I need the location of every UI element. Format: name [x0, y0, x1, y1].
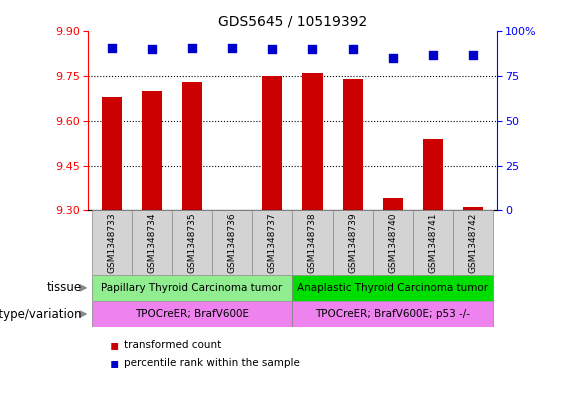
Text: tissue: tissue [47, 281, 82, 294]
Bar [142, 91, 162, 210]
Point [147, 46, 157, 52]
FancyBboxPatch shape [92, 275, 293, 301]
Text: ▪: ▪ [110, 356, 120, 370]
Text: genotype/variation: genotype/variation [0, 307, 82, 321]
FancyBboxPatch shape [413, 210, 453, 275]
Text: TPOCreER; BrafV600E: TPOCreER; BrafV600E [135, 309, 249, 319]
Point [348, 46, 357, 52]
Bar [463, 207, 483, 210]
Text: GSM1348733: GSM1348733 [107, 212, 116, 273]
FancyBboxPatch shape [92, 210, 132, 275]
Bar [102, 97, 121, 210]
Title: GDS5645 / 10519392: GDS5645 / 10519392 [218, 15, 367, 29]
Bar [262, 76, 282, 210]
Point [428, 51, 437, 58]
Point [268, 46, 277, 52]
FancyBboxPatch shape [373, 210, 413, 275]
Point [188, 44, 197, 51]
Text: GSM1348738: GSM1348738 [308, 212, 317, 273]
Text: Papillary Thyroid Carcinoma tumor: Papillary Thyroid Carcinoma tumor [101, 283, 282, 293]
Text: GSM1348734: GSM1348734 [147, 212, 157, 273]
Point [468, 51, 477, 58]
Bar [302, 73, 323, 210]
FancyBboxPatch shape [132, 210, 172, 275]
Text: ▪: ▪ [110, 338, 120, 352]
Point [308, 46, 317, 52]
FancyBboxPatch shape [453, 210, 493, 275]
Text: GSM1348740: GSM1348740 [388, 212, 397, 273]
Bar [383, 198, 403, 210]
Bar [182, 82, 202, 210]
Text: GSM1348742: GSM1348742 [468, 212, 477, 273]
FancyBboxPatch shape [212, 210, 252, 275]
Text: Anaplastic Thyroid Carcinoma tumor: Anaplastic Thyroid Carcinoma tumor [297, 283, 488, 293]
FancyBboxPatch shape [293, 275, 493, 301]
Text: percentile rank within the sample: percentile rank within the sample [124, 358, 300, 368]
FancyBboxPatch shape [293, 210, 333, 275]
Text: GSM1348735: GSM1348735 [188, 212, 197, 273]
FancyBboxPatch shape [293, 301, 493, 327]
Text: GSM1348736: GSM1348736 [228, 212, 237, 273]
FancyBboxPatch shape [252, 210, 293, 275]
Bar [423, 139, 443, 210]
Text: GSM1348737: GSM1348737 [268, 212, 277, 273]
Text: GSM1348741: GSM1348741 [428, 212, 437, 273]
Point [388, 55, 397, 61]
Bar [342, 79, 363, 210]
Text: transformed count: transformed count [124, 340, 221, 350]
FancyBboxPatch shape [333, 210, 373, 275]
Text: GSM1348739: GSM1348739 [348, 212, 357, 273]
Text: TPOCreER; BrafV600E; p53 -/-: TPOCreER; BrafV600E; p53 -/- [315, 309, 470, 319]
Point [107, 44, 116, 51]
Point [228, 44, 237, 51]
FancyBboxPatch shape [92, 301, 293, 327]
FancyBboxPatch shape [172, 210, 212, 275]
